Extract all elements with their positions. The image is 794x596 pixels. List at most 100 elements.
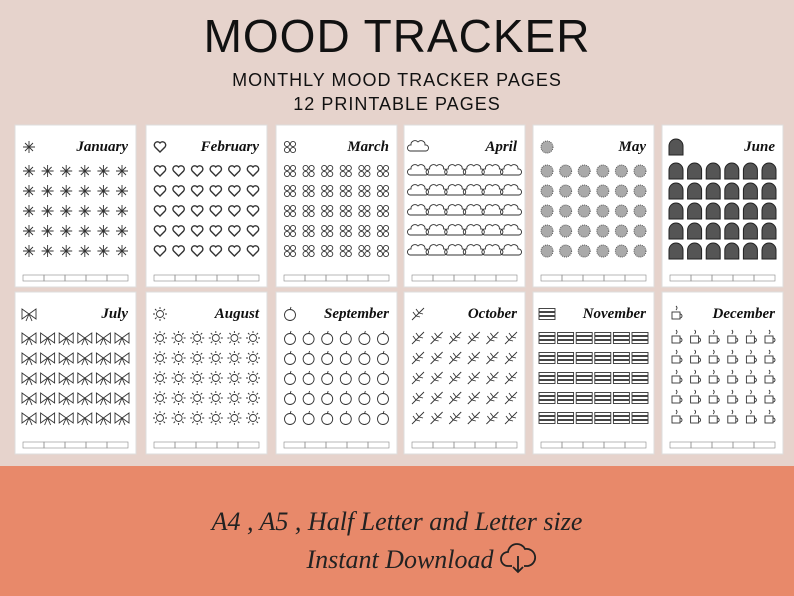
icon: [172, 245, 185, 257]
icon: [612, 396, 630, 400]
icon: [705, 242, 721, 260]
icon: [58, 412, 74, 426]
icon: [77, 392, 93, 406]
icon: [283, 140, 291, 148]
icon: [448, 371, 462, 385]
icon: [444, 204, 467, 216]
icon: [23, 205, 35, 217]
month-name: December: [712, 306, 776, 322]
icon: [345, 230, 352, 238]
icon: [500, 184, 522, 196]
month-name: February: [200, 139, 260, 155]
icon: [228, 205, 241, 217]
icon: [23, 245, 35, 257]
icon: [538, 412, 556, 416]
icon: [694, 389, 702, 403]
icon: [339, 210, 346, 218]
icon: [289, 306, 292, 311]
icon: [358, 250, 365, 258]
icon: [633, 244, 647, 258]
icon: [289, 146, 297, 154]
icon: [687, 182, 703, 200]
icon: [687, 222, 703, 240]
icon: [559, 164, 573, 178]
icon: [327, 190, 334, 198]
icon: [174, 414, 183, 422]
icon: [467, 331, 481, 345]
icon: [326, 330, 329, 335]
icon: [308, 250, 315, 258]
icon: [190, 411, 205, 425]
icon: [77, 412, 93, 426]
icon: [23, 225, 35, 237]
icon: [633, 184, 647, 198]
icon: [41, 245, 54, 257]
icon: [97, 225, 110, 237]
icon: [58, 352, 74, 366]
icon: [308, 210, 315, 218]
icon: [462, 204, 485, 216]
icon: [411, 371, 425, 385]
icon: [612, 376, 630, 380]
icon: [230, 414, 239, 422]
icon: [308, 184, 315, 192]
icon: [208, 331, 223, 345]
icon: [174, 354, 183, 362]
icon: [246, 245, 260, 257]
icon: [21, 412, 37, 426]
month-name: September: [324, 306, 389, 322]
icon: [575, 356, 593, 360]
icon: [364, 184, 371, 192]
icon: [612, 380, 630, 384]
icon: [302, 224, 309, 232]
icon: [430, 371, 443, 385]
icon: [557, 372, 575, 376]
icon: [425, 184, 448, 196]
icon: [430, 411, 443, 425]
icon: [382, 164, 390, 172]
icon: [326, 350, 329, 355]
month-name: November: [582, 306, 646, 322]
icon: [612, 392, 630, 396]
icon: [358, 190, 365, 198]
icon: [425, 204, 448, 216]
icon: [41, 205, 54, 217]
tracker-cell: [753, 274, 776, 282]
icon: [448, 411, 462, 425]
icon: [289, 230, 297, 238]
icon: [614, 184, 628, 198]
planner-page: October: [403, 291, 526, 455]
icon: [430, 391, 443, 405]
icon: [764, 395, 774, 404]
icon: [467, 371, 481, 385]
icon: [230, 394, 239, 402]
icon: [156, 310, 164, 318]
icon: [764, 355, 774, 364]
icon: [761, 182, 777, 200]
icon: [731, 369, 739, 383]
icon: [594, 396, 612, 400]
icon: [596, 244, 610, 258]
icon: [768, 329, 776, 343]
icon: [631, 380, 649, 384]
icon: [345, 184, 352, 192]
icon: [557, 376, 575, 380]
icon: [538, 352, 556, 356]
icon: [190, 351, 205, 365]
icon: [327, 204, 334, 212]
icon: [302, 184, 309, 192]
icon: [364, 170, 371, 178]
icon: [193, 414, 202, 422]
icon: [208, 371, 223, 385]
icon: [614, 244, 628, 258]
icon: [363, 390, 366, 395]
month-name: May: [618, 139, 647, 155]
icon: [671, 335, 681, 344]
icon: [308, 370, 311, 375]
icon: [153, 391, 167, 405]
planner-page: April: [403, 124, 526, 288]
icon: [761, 222, 777, 240]
icon: [705, 202, 721, 220]
icon: [156, 394, 164, 402]
icon: [78, 225, 91, 237]
